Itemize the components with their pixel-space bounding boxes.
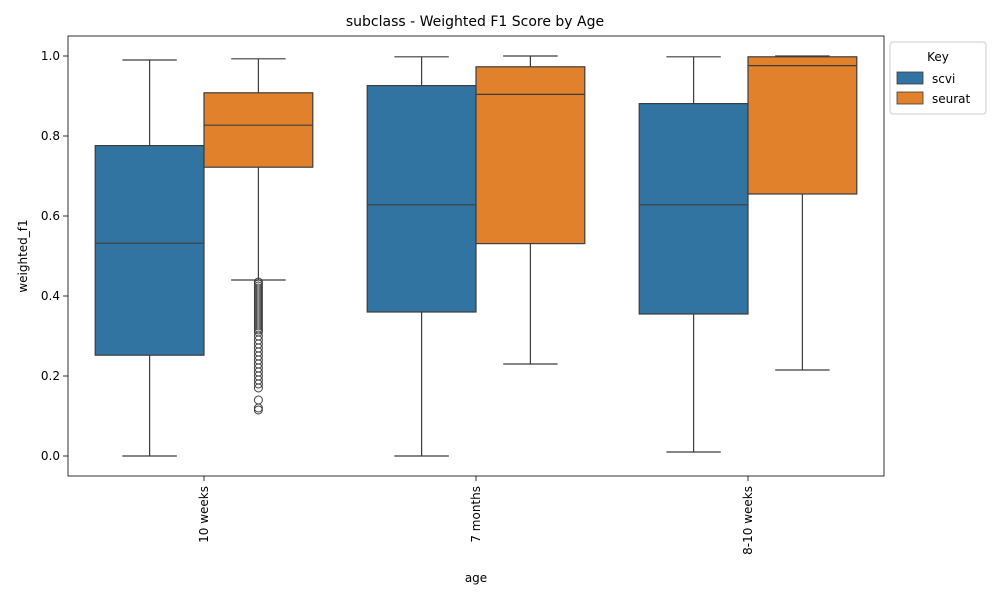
box-body — [94, 145, 205, 356]
y-axis-label: weighted_f1 — [16, 219, 30, 292]
legend-swatch-scvi — [896, 71, 924, 85]
box-body — [475, 66, 586, 245]
outlier-point — [253, 403, 263, 413]
box-scvi-1 — [366, 56, 477, 457]
box-seurat-0 — [203, 58, 314, 415]
outlier-point — [253, 395, 263, 405]
x-tick-label: 8-10 weeks — [741, 486, 755, 555]
y-tick-label: 0.0 — [41, 449, 60, 463]
outlier-point — [253, 379, 263, 389]
y-tick-label: 1.0 — [41, 49, 60, 63]
outlier-point — [253, 405, 263, 415]
y-tick-label: 0.8 — [41, 129, 60, 143]
legend-title: Key — [927, 50, 949, 64]
x-tick-label: 7 months — [469, 486, 483, 543]
y-tick-label: 0.6 — [41, 209, 60, 223]
legend-label-seurat: seurat — [932, 92, 971, 106]
plot-area — [94, 55, 858, 457]
y-axis: 0.0 0.2 0.4 0.6 0.8 1.0 — [41, 49, 68, 463]
box-body — [747, 56, 858, 195]
x-axis-label: age — [465, 571, 487, 585]
legend: Key scvi seurat — [889, 41, 987, 115]
box-body — [366, 84, 477, 313]
x-tick-label: 10 weeks — [197, 486, 211, 543]
y-tick-label: 0.4 — [41, 289, 60, 303]
box-body — [638, 102, 749, 315]
box-body — [203, 92, 314, 168]
box-seurat-1 — [475, 55, 586, 365]
legend-label-scvi: scvi — [932, 72, 955, 86]
outlier-point — [253, 383, 263, 393]
box-seurat-2 — [747, 55, 858, 371]
box-scvi-0 — [94, 59, 205, 457]
legend-swatch-seurat — [896, 91, 924, 105]
y-tick-label: 0.2 — [41, 369, 60, 383]
box-scvi-2 — [638, 56, 749, 453]
x-axis: 10 weeks 7 months 8-10 weeks — [197, 476, 755, 555]
chart-title: subclass - Weighted F1 Score by Age — [346, 14, 604, 30]
